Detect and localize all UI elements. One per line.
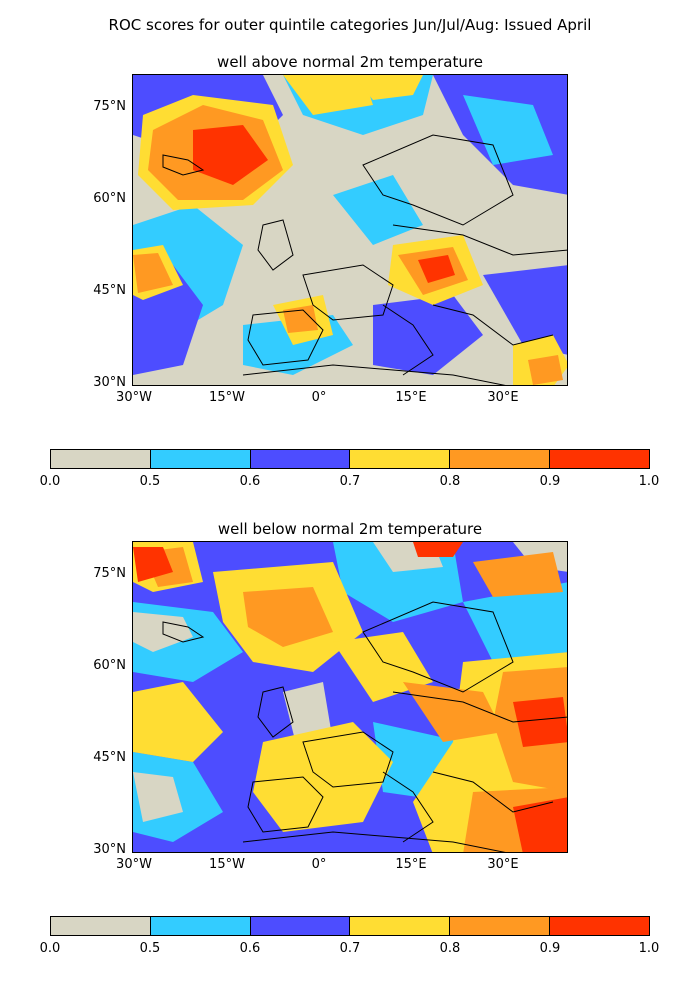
- colorbar-tick: 0.8: [439, 474, 461, 489]
- lon-label-15e: 15°E: [395, 857, 427, 872]
- lat-label-30n: 30°N: [93, 375, 126, 390]
- lat-label-60n: 60°N: [93, 191, 126, 206]
- colorbar-tick: 0.0: [39, 941, 61, 956]
- map-above-normal: [132, 74, 568, 386]
- colorbar-segment: [450, 917, 551, 935]
- colorbar-tick: 0.9: [539, 941, 561, 956]
- colorbar-tick: 0.0: [39, 474, 61, 489]
- lon-label-15w: 15°W: [209, 390, 245, 405]
- colorbar-tick: 0.8: [439, 941, 461, 956]
- colorbar-segment: [350, 450, 451, 468]
- lon-label-30w: 30°W: [116, 390, 152, 405]
- colorbar-tick: 1.0: [638, 941, 660, 956]
- lon-label-15e: 15°E: [395, 390, 427, 405]
- colorbar-tick: 0.7: [339, 474, 361, 489]
- colorbar-tick: 0.5: [139, 474, 161, 489]
- figure-title: ROC scores for outer quintile categories…: [108, 16, 592, 34]
- lat-label-60n: 60°N: [93, 658, 126, 673]
- colorbar-tick: 0.9: [539, 474, 561, 489]
- lon-label-30e: 30°E: [487, 390, 519, 405]
- lon-label-0: 0°: [311, 390, 327, 405]
- lon-label-15w: 15°W: [209, 857, 245, 872]
- colorbar-above: [50, 449, 650, 469]
- panel-title-above: well above normal 2m temperature: [217, 53, 483, 71]
- colorbar-segment: [150, 917, 251, 935]
- colorbar-tick: 0.6: [239, 474, 261, 489]
- colorbar-tick: 0.7: [339, 941, 361, 956]
- colorbar-tick: 0.5: [139, 941, 161, 956]
- lat-label-75n: 75°N: [93, 566, 126, 581]
- lat-label-45n: 45°N: [93, 283, 126, 298]
- lon-label-30w: 30°W: [116, 857, 152, 872]
- colorbar-segment: [250, 450, 351, 468]
- colorbar-tick: 0.6: [239, 941, 261, 956]
- lon-label-0: 0°: [311, 857, 327, 872]
- colorbar-segment: [51, 450, 151, 468]
- map-below-normal: [132, 541, 568, 853]
- lon-label-30e: 30°E: [487, 857, 519, 872]
- colorbar-below: [50, 916, 650, 936]
- colorbar-segment: [550, 917, 649, 935]
- lat-label-75n: 75°N: [93, 99, 126, 114]
- roc-field-above: [133, 75, 567, 385]
- colorbar-tick: 1.0: [638, 474, 660, 489]
- colorbar-segment: [250, 917, 351, 935]
- colorbar-segment: [150, 450, 251, 468]
- colorbar-segment: [550, 450, 649, 468]
- lat-label-30n: 30°N: [93, 842, 126, 857]
- colorbar-segment: [51, 917, 151, 935]
- colorbar-segment: [350, 917, 451, 935]
- colorbar-segment: [450, 450, 551, 468]
- roc-field-below: [133, 542, 567, 852]
- lat-label-45n: 45°N: [93, 750, 126, 765]
- panel-title-below: well below normal 2m temperature: [217, 520, 483, 538]
